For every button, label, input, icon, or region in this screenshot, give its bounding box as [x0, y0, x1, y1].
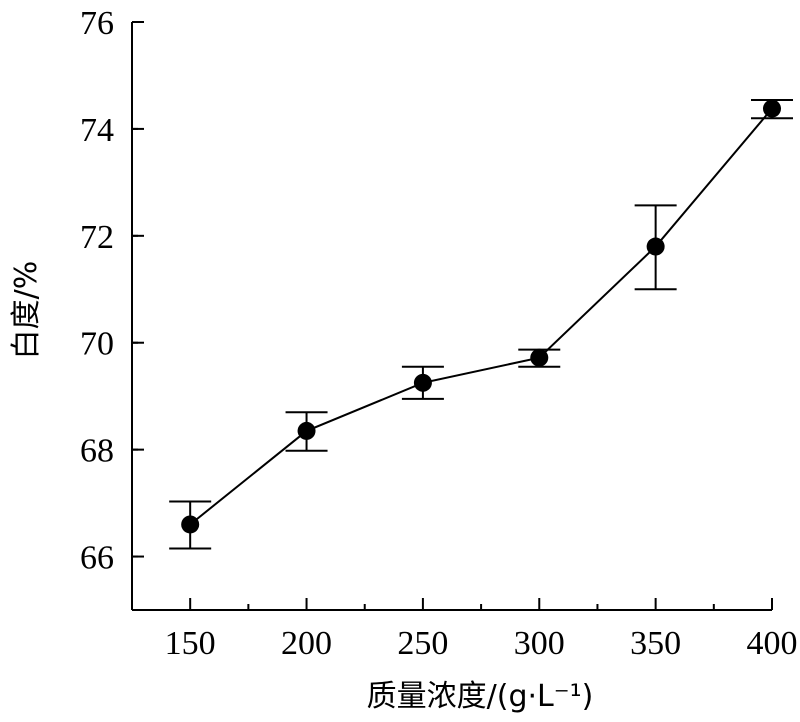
y-tick-label: 76: [80, 5, 114, 42]
y-tick-label: 70: [80, 326, 114, 363]
x-tick-label: 400: [747, 625, 798, 662]
data-point: [646, 237, 665, 256]
data-point: [297, 421, 316, 440]
data-point: [181, 515, 200, 534]
data-points: [181, 99, 781, 534]
y-tick-label: 74: [80, 112, 114, 149]
x-tick-label: 150: [165, 625, 216, 662]
axes: [131, 21, 773, 611]
y-tick-label: 72: [80, 219, 114, 256]
data-point: [413, 373, 432, 392]
data-point: [763, 99, 781, 118]
y-tick-label: 66: [80, 540, 114, 577]
data-point: [530, 348, 549, 367]
x-tick-label: 300: [514, 625, 565, 662]
x-tick-label: 350: [630, 625, 681, 662]
series-line: [189, 107, 773, 526]
y-axis-title: 白度/%: [9, 261, 44, 360]
tick-labels: 66 68 70 72 74 76 150 200 250 300 350 400: [80, 5, 798, 662]
y-tick-label: 68: [80, 433, 114, 470]
error-bars: [169, 99, 793, 550]
x-axis-title: 质量浓度/(g·L⁻¹): [367, 679, 594, 714]
x-tick-label: 200: [281, 625, 332, 662]
x-tick-label: 250: [397, 625, 448, 662]
series-line-group: [189, 107, 773, 526]
